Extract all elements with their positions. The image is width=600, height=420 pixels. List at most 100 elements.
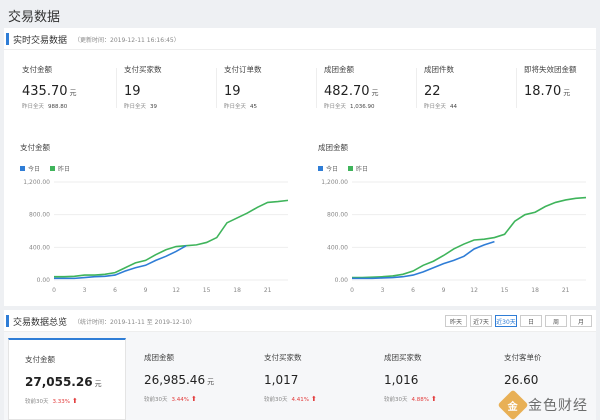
- card-value: 27,055.26 元: [25, 375, 102, 389]
- realtime-panel: 实时交易数据 （更新时间：2019-12-11 16:16:45） 支付金额 4…: [4, 28, 596, 306]
- card-compare: 较前30天 3.44% ⬆: [144, 395, 197, 403]
- watermark-text: 金色财经: [528, 398, 588, 414]
- series-today-line: [54, 245, 187, 280]
- range-yesterday-button[interactable]: 昨天: [445, 315, 467, 327]
- y-tick-label: 1,200.00: [321, 179, 348, 186]
- watermark: 金 金色财经: [497, 389, 588, 420]
- y-tick-label: 800.00: [29, 212, 50, 219]
- card-label: 支付金额: [25, 355, 55, 364]
- series-yesterday-line: [352, 196, 587, 279]
- range-7d-button[interactable]: 近7天: [470, 315, 492, 327]
- metric-label: 成团金额: [324, 65, 354, 74]
- x-tick-label: 12: [470, 287, 478, 294]
- legend-yesterday[interactable]: 昨日: [50, 164, 70, 173]
- metric-group-items: 成团件数 22 昨日全天 44: [424, 64, 522, 124]
- y-tick-label: 0.00: [335, 277, 349, 284]
- arrow-up-icon: ⬆: [71, 397, 78, 405]
- metric-label: 成团件数: [424, 65, 454, 74]
- y-tick-label: 800.00: [327, 212, 348, 219]
- arrow-up-icon: ⬆: [430, 395, 437, 403]
- chart-title: 成团金额: [318, 143, 348, 152]
- card-value: 1,016: [384, 373, 419, 387]
- legend-today[interactable]: 今日: [20, 164, 40, 173]
- metric-prev: 昨日全天 45: [224, 104, 258, 110]
- y-tick-label: 1,200.00: [23, 179, 50, 186]
- metric-value: 19: [124, 84, 141, 99]
- x-tick-label: 3: [381, 287, 385, 294]
- realtime-updated: （更新时间：2019-12-11 16:16:45）: [74, 37, 180, 44]
- overview-title: 交易数据总览: [13, 318, 68, 328]
- page-title: 交易数据: [8, 10, 61, 25]
- chart-legend: 今日 昨日: [20, 164, 70, 173]
- metric-value: 482.70 元: [324, 84, 379, 99]
- realtime-header: 实时交易数据 （更新时间：2019-12-11 16:16:45）: [4, 28, 596, 50]
- chart-title: 支付金额: [20, 143, 50, 152]
- card-label: 支付客单价: [504, 353, 542, 362]
- section-accent-bar: [6, 33, 9, 45]
- x-tick-label: 0: [52, 287, 56, 294]
- x-tick-label: 3: [83, 287, 87, 294]
- series-yesterday-line: [54, 199, 289, 278]
- range-week-button[interactable]: 周: [545, 315, 567, 327]
- overview-card-group-amount[interactable]: 成团金额 26,985.46 元 较前30天 3.44% ⬆: [128, 338, 246, 420]
- metric-value: 22: [424, 84, 441, 99]
- metric-label: 支付买家数: [124, 65, 162, 74]
- overview-card-pay-buyers[interactable]: 支付买家数 1,017 较前30天 4.41% ⬆: [248, 338, 366, 420]
- card-compare: 较前30天 4.41% ⬆: [264, 395, 317, 403]
- metric-group-amount: 成团金额 482.70 元 昨日全天 1,036.90: [324, 64, 422, 124]
- metric-prev: 昨日全天 1,036.90: [324, 104, 375, 110]
- x-tick-label: 15: [203, 287, 211, 294]
- metric-label: 支付金额: [22, 65, 52, 74]
- pay-amount-chart: 支付金额 今日 昨日 0.00 400.00 800.00 1,200.00 0 3 6 9 1…: [6, 130, 296, 306]
- overview-card-pay-amount[interactable]: 支付金额 27,055.26 元 较前30天 3.33% ⬆: [8, 338, 126, 420]
- x-tick-label: 6: [411, 287, 415, 294]
- chart-legend: 今日 昨日: [318, 164, 368, 173]
- legend-yesterday[interactable]: 昨日: [348, 164, 368, 173]
- card-compare: 较前30天 4.88% ⬆: [384, 395, 437, 403]
- x-tick-label: 9: [144, 287, 148, 294]
- x-tick-label: 18: [233, 287, 241, 294]
- metric-label: 支付订单数: [224, 65, 262, 74]
- metric-pay-amount: 支付金额 435.70 元 昨日全天 988.80: [22, 64, 120, 124]
- metric-prev: 昨日全天 44: [424, 104, 458, 110]
- arrow-up-icon: ⬆: [190, 395, 197, 403]
- metric-pay-buyers: 支付买家数 19 昨日全天 39: [124, 64, 222, 124]
- realtime-title: 实时交易数据: [13, 36, 68, 46]
- divider: [216, 68, 217, 108]
- line-chart-svg: 0.00 400.00 800.00 1,200.00 0 3 6 9 12 15 18 21: [321, 179, 587, 294]
- x-tick-label: 12: [172, 287, 180, 294]
- x-tick-label: 0: [350, 287, 354, 294]
- legend-today[interactable]: 今日: [318, 164, 338, 173]
- overview-panel: 交易数据总览 （统计时间：2019-11-11 至 2019-12-10） 昨天…: [4, 310, 596, 420]
- x-tick-label: 9: [442, 287, 446, 294]
- card-value: 26.60: [504, 373, 539, 387]
- range-month-button[interactable]: 月: [570, 315, 592, 327]
- y-tick-label: 400.00: [29, 244, 50, 251]
- metric-value: 435.70 元: [22, 84, 77, 99]
- card-value: 26,985.46 元: [144, 373, 215, 387]
- line-chart-svg: 0.00 400.00 800.00 1,200.00 0 3 6 9 12 15 18 21: [23, 179, 289, 294]
- card-value: 1,017: [264, 373, 299, 387]
- metric-prev: 昨日全天 988.80: [22, 104, 68, 110]
- y-tick-label: 400.00: [327, 244, 348, 251]
- range-buttons: 昨天 近7天 近30天 日 周 月: [445, 315, 592, 327]
- metric-label: 即将失效团金额: [524, 65, 577, 74]
- series-today-line: [352, 240, 495, 280]
- range-30d-button[interactable]: 近30天: [495, 315, 517, 327]
- overview-header: 交易数据总览 （统计时间：2019-11-11 至 2019-12-10） 昨天…: [4, 310, 596, 332]
- overview-card-group-buyers[interactable]: 成团买家数 1,016 较前30天 4.88% ⬆: [368, 338, 486, 420]
- overview-card-unit-price[interactable]: 支付客单价 26.60: [488, 338, 600, 420]
- card-label: 成团金额: [144, 353, 174, 362]
- metric-expiring-amount: 即将失效团金额 18.70 元: [524, 64, 600, 124]
- divider: [416, 68, 417, 108]
- group-amount-chart: 成团金额 今日 昨日 0.00 400.00 800.00 1,200.00 0 3 6 9 1…: [304, 130, 594, 306]
- overview-range-label: （统计时间：2019-11-11 至 2019-12-10）: [74, 319, 196, 326]
- metric-value: 19: [224, 84, 241, 99]
- card-compare: 较前30天 3.33% ⬆: [25, 397, 78, 405]
- x-tick-label: 21: [562, 287, 570, 294]
- range-day-button[interactable]: 日: [520, 315, 542, 327]
- card-label: 支付买家数: [264, 353, 302, 362]
- metric-prev: 昨日全天 39: [124, 104, 158, 110]
- metric-pay-orders: 支付订单数 19 昨日全天 45: [224, 64, 322, 124]
- divider: [316, 68, 317, 108]
